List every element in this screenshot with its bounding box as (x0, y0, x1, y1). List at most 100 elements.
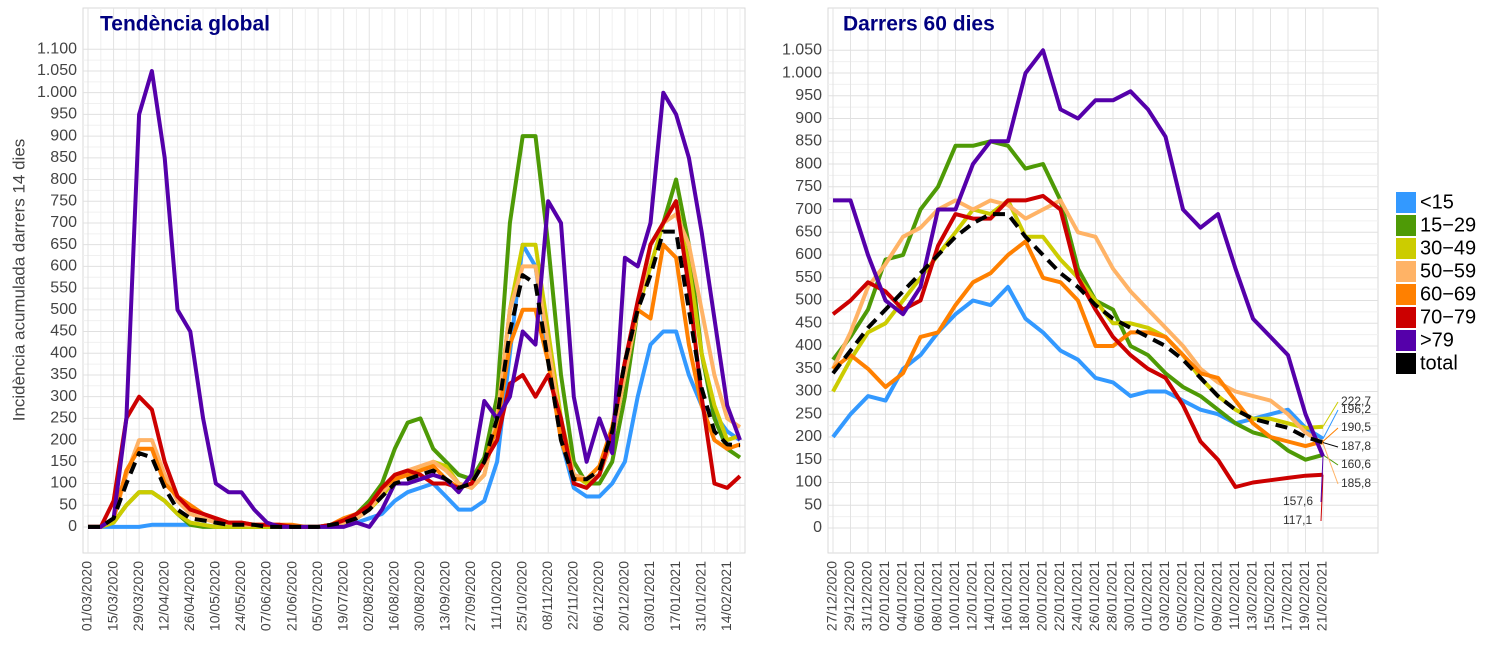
x-tick-label: 13/09/2020 (437, 561, 453, 631)
legend-label: total (1420, 352, 1458, 374)
x-tick-label: 12/04/2020 (155, 561, 171, 631)
x-tick-label: 19/07/2020 (334, 561, 350, 631)
y-tick-label: 50 (59, 496, 77, 513)
y-tick-label: 650 (50, 236, 77, 253)
leader-line (1320, 456, 1324, 503)
y-tick-label: 850 (50, 149, 77, 166)
x-tick-label: 03/02/2021 (1156, 561, 1172, 631)
x-tick-label: 07/06/2020 (258, 561, 274, 631)
x-tick-label: 01/02/2021 (1139, 561, 1155, 631)
x-tick-label: 16/08/2020 (386, 561, 402, 631)
y-tick-label: 1.050 (782, 42, 822, 59)
x-tick-label: 15/03/2020 (104, 561, 120, 631)
legend-label: 15−29 (1420, 214, 1476, 236)
x-tick-label: 10/05/2020 (207, 561, 223, 631)
y-tick-label: 200 (795, 428, 822, 445)
x-tick-label: 06/01/2021 (911, 561, 927, 631)
x-tick-label: 21/02/2021 (1314, 561, 1330, 631)
y-tick-label: 1.100 (37, 40, 77, 57)
y-tick-label: 150 (795, 451, 822, 468)
legend-label: >79 (1420, 329, 1454, 351)
x-tick-label: 30/01/2021 (1121, 561, 1137, 631)
x-tick-label: 15/02/2021 (1261, 561, 1277, 631)
y-tick-label: 800 (795, 155, 822, 172)
y-tick-label: 750 (50, 192, 77, 209)
y-tick-label: 350 (795, 360, 822, 377)
x-tick-label: 13/02/2021 (1244, 561, 1260, 631)
end-label: 190,5 (1341, 420, 1371, 434)
x-tick-label: 21/06/2020 (283, 561, 299, 631)
x-tick-label: 12/01/2021 (964, 561, 980, 631)
y-tick-label: 250 (50, 410, 77, 427)
x-tick-label: 31/01/2021 (692, 561, 708, 631)
end-label: 222,7 (1341, 394, 1371, 408)
x-tick-label: 09/02/2021 (1209, 561, 1225, 631)
x-tick-label: 24/05/2020 (232, 561, 248, 631)
x-tick-label: 05/02/2021 (1174, 561, 1190, 631)
y-tick-label: 300 (795, 383, 822, 400)
x-tick-label: 18/01/2021 (1016, 561, 1032, 631)
x-tick-label: 11/10/2020 (488, 561, 504, 630)
leader-line (1322, 401, 1339, 427)
series-line (88, 229, 741, 529)
y-tick-label: 1.050 (37, 62, 77, 79)
series-line (831, 239, 1324, 449)
x-tick-label: 08/01/2021 (929, 561, 945, 631)
y-tick-label: 750 (795, 178, 822, 195)
x-tick-label: 14/02/2021 (718, 561, 734, 631)
legend-swatch (1396, 215, 1416, 236)
y-tick-label: 700 (795, 201, 822, 218)
y-tick-label: 1.000 (37, 84, 77, 101)
x-tick-label: 20/01/2021 (1034, 561, 1050, 631)
y-tick-label: 550 (50, 279, 77, 296)
x-tick-label: 30/08/2020 (411, 561, 427, 631)
x-tick-label: 10/01/2021 (946, 561, 962, 631)
series-line (831, 212, 1324, 445)
y-tick-label: 550 (795, 269, 822, 286)
y-tick-label: 900 (795, 110, 822, 127)
x-tick-label: 16/01/2021 (999, 561, 1015, 631)
y-tick-label: 500 (50, 301, 77, 318)
leader-line (1322, 454, 1339, 466)
x-tick-label: 08/11/2020 (539, 561, 555, 630)
y-tick-label: 300 (50, 388, 77, 405)
y-tick-label: 200 (50, 431, 77, 448)
y-tick-label: 100 (50, 475, 77, 492)
series-line (831, 139, 1324, 462)
y-tick-label: 950 (795, 87, 822, 104)
series-line (833, 48, 1325, 458)
y-tick-label: 850 (795, 133, 822, 150)
x-tick-label: 04/01/2021 (894, 561, 910, 631)
y-tick-label: 600 (50, 258, 77, 275)
y-tick-label: 250 (795, 405, 822, 422)
legend-label: 70−79 (1420, 306, 1476, 328)
y-tick-label: 500 (795, 292, 822, 309)
legend-swatch (1396, 307, 1416, 328)
y-tick-label: 150 (50, 453, 77, 470)
x-tick-label: 17/02/2021 (1279, 561, 1295, 631)
x-tick-label: 05/07/2020 (309, 561, 325, 631)
legend-swatch (1396, 238, 1416, 259)
legend-swatch (1396, 261, 1416, 282)
series-line (831, 198, 1325, 446)
legend-swatch (1396, 330, 1416, 351)
y-tick-label: 800 (50, 171, 77, 188)
x-tick-label: 24/01/2021 (1069, 561, 1085, 631)
x-tick-label: 01/03/2020 (79, 561, 95, 631)
legend-swatch (1396, 353, 1416, 374)
x-tick-label: 22/11/2020 (565, 561, 581, 630)
x-tick-label: 31/12/2020 (859, 561, 875, 631)
legend-swatch (1396, 284, 1416, 305)
y-tick-label: 700 (50, 214, 77, 231)
y-tick-label: 900 (50, 127, 77, 144)
x-tick-label: 02/01/2021 (876, 561, 892, 631)
legend-label: 50−59 (1420, 260, 1476, 282)
end-label: 185,8 (1341, 476, 1371, 490)
x-tick-label: 28/01/2021 (1104, 561, 1120, 631)
x-tick-label: 07/02/2021 (1191, 561, 1207, 631)
series-line (831, 284, 1325, 441)
y-axis-title: Incidència acumulada darrers 14 dies (9, 139, 28, 422)
x-tick-label: 22/01/2021 (1051, 561, 1067, 631)
x-tick-label: 29/12/2020 (841, 561, 857, 631)
leader-line (1322, 442, 1339, 448)
